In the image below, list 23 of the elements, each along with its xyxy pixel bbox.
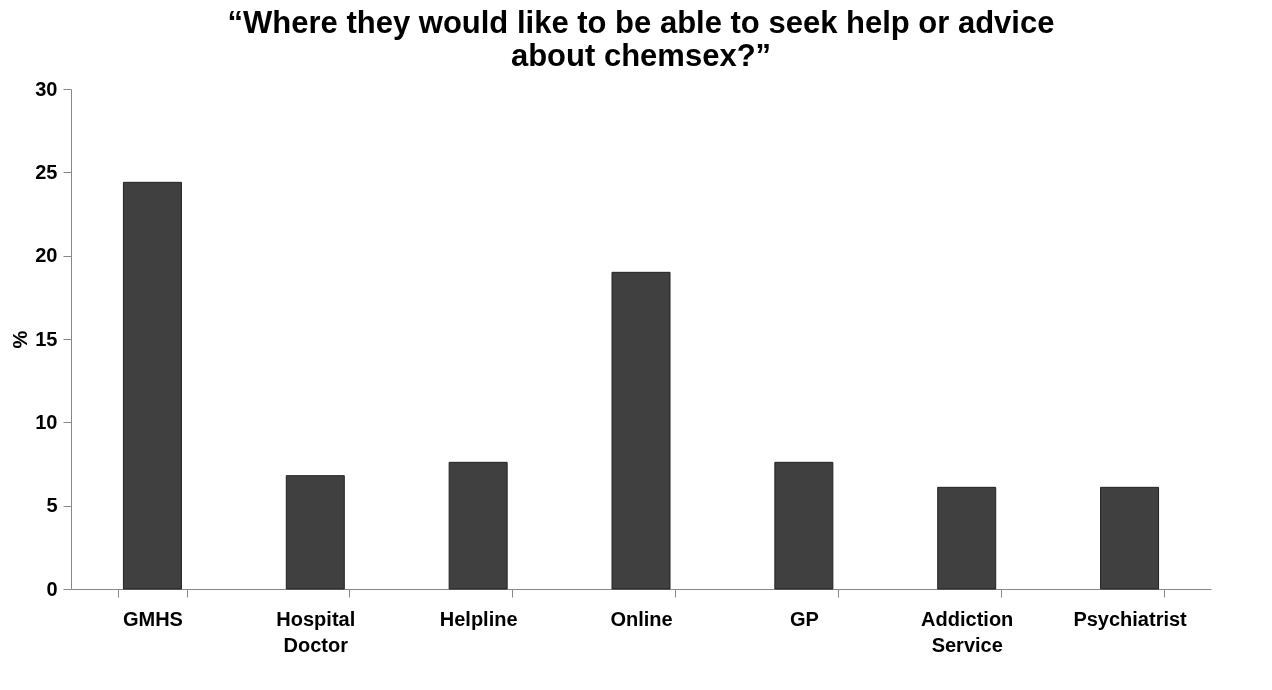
bar bbox=[122, 181, 182, 590]
bar bbox=[774, 461, 834, 590]
x-tick-label: GP bbox=[789, 607, 819, 630]
y-tick-label: 5 bbox=[46, 494, 58, 517]
y-tick-label: 15 bbox=[35, 327, 58, 350]
bar bbox=[285, 475, 345, 590]
chart-title: “Where they would like to be able to seek help or advice about chemsex?” bbox=[227, 5, 1055, 73]
y-tick-label: 30 bbox=[35, 77, 58, 100]
bar bbox=[448, 461, 508, 590]
bar bbox=[611, 271, 671, 590]
x-tick-label: Hospital Doctor bbox=[276, 607, 356, 656]
bar bbox=[937, 486, 997, 590]
y-axis-title: % bbox=[9, 330, 32, 349]
x-tick-label: Online bbox=[610, 607, 673, 630]
x-tick-label: Psychiatrist bbox=[1073, 607, 1188, 630]
y-tick-label: 20 bbox=[35, 244, 58, 267]
y-tick-label: 0 bbox=[46, 577, 58, 600]
y-tick-label: 25 bbox=[35, 160, 58, 183]
bar bbox=[1100, 486, 1160, 590]
x-tick-label: GMHS bbox=[122, 607, 183, 630]
y-tick-label: 10 bbox=[35, 410, 58, 433]
x-tick-label: Helpline bbox=[439, 607, 518, 630]
x-tick-label: Addiction Service bbox=[921, 607, 1014, 656]
